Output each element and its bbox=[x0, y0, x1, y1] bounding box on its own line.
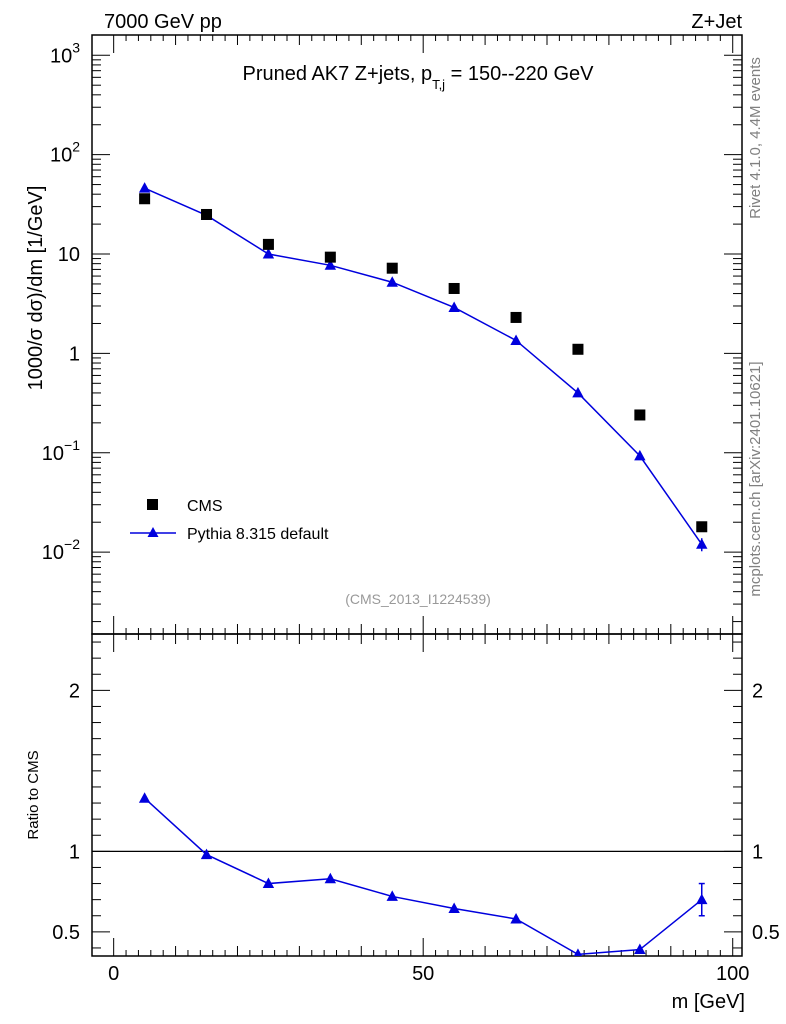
header-left-label: 7000 GeV pp bbox=[104, 11, 222, 33]
pythia-ratio-marker bbox=[696, 893, 708, 905]
cms-marker bbox=[324, 251, 336, 263]
pythia-main-marker bbox=[572, 386, 584, 398]
mcplots-label: mcplots.cern.ch [arXiv:2401.10621] bbox=[747, 361, 764, 596]
main-y-tick-label: 103 bbox=[50, 39, 80, 67]
title-prefix: Pruned AK7 Z+jets, p bbox=[243, 63, 433, 85]
x-tick-label: 0 bbox=[108, 963, 119, 985]
ratio-axis-ticks bbox=[92, 634, 742, 956]
main-axis-ticks bbox=[92, 35, 742, 634]
main-y-tick-label: 10−2 bbox=[42, 536, 80, 564]
legend-pythia-label: Pythia 8.315 default bbox=[187, 526, 329, 543]
x-axis-label: m [GeV] bbox=[672, 991, 745, 1013]
pythia-ratio-marker bbox=[386, 890, 398, 901]
main-plot-title: Pruned AK7 Z+jets, pT,j = 150--220 GeV bbox=[243, 63, 595, 92]
pythia-ratio-markers bbox=[138, 792, 708, 956]
cms-marker bbox=[386, 262, 398, 274]
pythia-main-markers bbox=[138, 182, 708, 549]
ratio-y-axis-label: Ratio to CMS bbox=[25, 750, 42, 839]
pythia-main-marker bbox=[138, 182, 151, 193]
cms-markers bbox=[139, 193, 708, 533]
title-suffix: = 150--220 GeV bbox=[445, 63, 594, 85]
pythia-main-marker bbox=[634, 449, 646, 461]
cms-marker bbox=[262, 238, 274, 250]
ratio-plot-frame bbox=[91, 633, 743, 957]
pythia-main-marker bbox=[696, 538, 708, 549]
main-y-axis-label: 1000/σ dσ)/dm [1/GeV] bbox=[25, 186, 47, 391]
main-y-tick-label: 1 bbox=[69, 343, 80, 365]
pythia-ratio-marker bbox=[448, 902, 460, 914]
pythia-ratio-marker bbox=[634, 943, 646, 955]
x-tick-label: 100 bbox=[716, 963, 749, 985]
main-y-tick-labels: 10−2 10−1 1 10 102 103 bbox=[42, 39, 80, 564]
pythia-main-marker bbox=[324, 259, 337, 270]
pythia-ratio-marker bbox=[262, 877, 275, 889]
cms-marker bbox=[696, 521, 708, 533]
pythia-ratio-marker bbox=[573, 948, 583, 956]
pythia-main-marker bbox=[386, 276, 398, 287]
pythia-main-marker bbox=[448, 301, 460, 312]
cms-marker bbox=[572, 343, 584, 355]
ratio-y-tick-label-right: 0.5 bbox=[752, 922, 780, 944]
main-y-tick-label: 102 bbox=[50, 139, 80, 167]
legend-cms-marker bbox=[147, 499, 158, 510]
title-subscript: T,j bbox=[432, 77, 445, 92]
pythia-main-line bbox=[144, 187, 703, 545]
ratio-y-tick-label-left: 0.5 bbox=[52, 922, 80, 944]
ratio-y-tick-label-left: 1 bbox=[69, 841, 80, 863]
pythia-ratio-marker bbox=[510, 912, 522, 924]
cms-marker bbox=[634, 409, 646, 421]
cms-marker bbox=[139, 193, 151, 205]
main-y-tick-label: 10 bbox=[58, 244, 80, 266]
pythia-main-marker bbox=[262, 248, 275, 259]
rivet-version-label: Rivet 4.1.0, 4.4M events bbox=[747, 57, 764, 219]
cms-marker bbox=[448, 282, 460, 294]
ratio-y-tick-label-right: 1 bbox=[752, 841, 763, 863]
main-y-tick-label: 10−1 bbox=[42, 437, 80, 465]
legend-cms-label: CMS bbox=[187, 498, 223, 515]
pythia-ratio-marker bbox=[324, 872, 337, 884]
cms-marker bbox=[510, 311, 522, 323]
x-tick-label: 50 bbox=[412, 963, 434, 985]
legend-pythia-marker bbox=[147, 527, 159, 537]
pythia-main-marker bbox=[510, 334, 522, 345]
analysis-id-label: (CMS_2013_I1224539) bbox=[345, 591, 491, 607]
x-tick-labels: 0 50 100 bbox=[108, 963, 749, 985]
ratio-y-tick-label-right: 2 bbox=[752, 680, 763, 702]
cms-marker bbox=[201, 208, 213, 220]
ratio-y-tick-labels: 0.5 0.5 1 1 2 2 bbox=[52, 680, 780, 944]
pythia-ratio-line bbox=[144, 797, 703, 956]
header-right-label: Z+Jet bbox=[691, 11, 742, 33]
legend: CMS Pythia 8.315 default bbox=[130, 498, 329, 543]
pythia-ratio-marker bbox=[138, 792, 151, 803]
ratio-y-tick-label-left: 2 bbox=[69, 680, 80, 702]
main-plot-frame bbox=[91, 34, 743, 635]
pythia-ratio-marker bbox=[200, 848, 213, 860]
